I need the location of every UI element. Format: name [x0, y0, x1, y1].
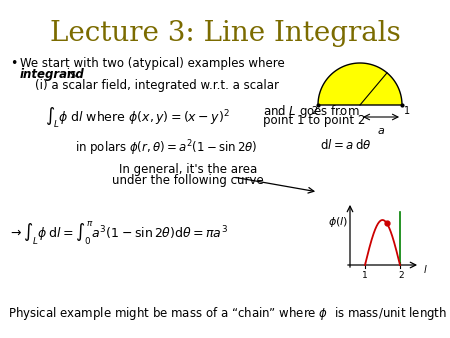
Text: •: • — [10, 57, 18, 70]
Text: integrand: integrand — [20, 68, 85, 81]
Text: in polars $\phi(r,\theta) = a^2(1 - \sin 2\theta)$: in polars $\phi(r,\theta) = a^2(1 - \sin… — [75, 138, 257, 158]
Text: point 1 to point 2: point 1 to point 2 — [263, 114, 365, 127]
Text: (i) a scalar field, integrated w.r.t. a scalar: (i) a scalar field, integrated w.r.t. a … — [35, 79, 279, 92]
Text: $\mathrm{d}l = a \; \mathrm{d}\theta$: $\mathrm{d}l = a \; \mathrm{d}\theta$ — [320, 138, 372, 152]
Text: 1: 1 — [362, 271, 368, 280]
Text: Lecture 3: Line Integrals: Lecture 3: Line Integrals — [50, 20, 400, 47]
Text: In general, it's the area: In general, it's the area — [119, 163, 257, 176]
Text: $l$: $l$ — [423, 263, 428, 275]
Text: $a$: $a$ — [377, 126, 385, 136]
Text: is: is — [63, 68, 76, 81]
Text: $\int_L \phi \; \mathrm{d}l$ where $\phi(x,y) = (x-y)^2$: $\int_L \phi \; \mathrm{d}l$ where $\phi… — [45, 105, 230, 130]
Text: Physical example might be mass of a “chain” where $\phi$  is mass/unit length: Physical example might be mass of a “cha… — [8, 305, 447, 322]
Text: 2: 2 — [398, 271, 404, 280]
Text: and $L$ goes from: and $L$ goes from — [263, 103, 360, 120]
Polygon shape — [318, 63, 402, 105]
Text: 2: 2 — [311, 106, 317, 116]
Text: 1: 1 — [404, 106, 410, 116]
Text: $\phi(l)$: $\phi(l)$ — [328, 215, 348, 229]
Text: under the following curve: under the following curve — [112, 174, 264, 187]
Text: $\rightarrow \int_L \phi \; \mathrm{d}l = \int_0^{\pi} a^3(1-\sin 2\theta)\mathr: $\rightarrow \int_L \phi \; \mathrm{d}l … — [8, 220, 228, 247]
Text: We start with two (atypical) examples where: We start with two (atypical) examples wh… — [20, 57, 285, 70]
